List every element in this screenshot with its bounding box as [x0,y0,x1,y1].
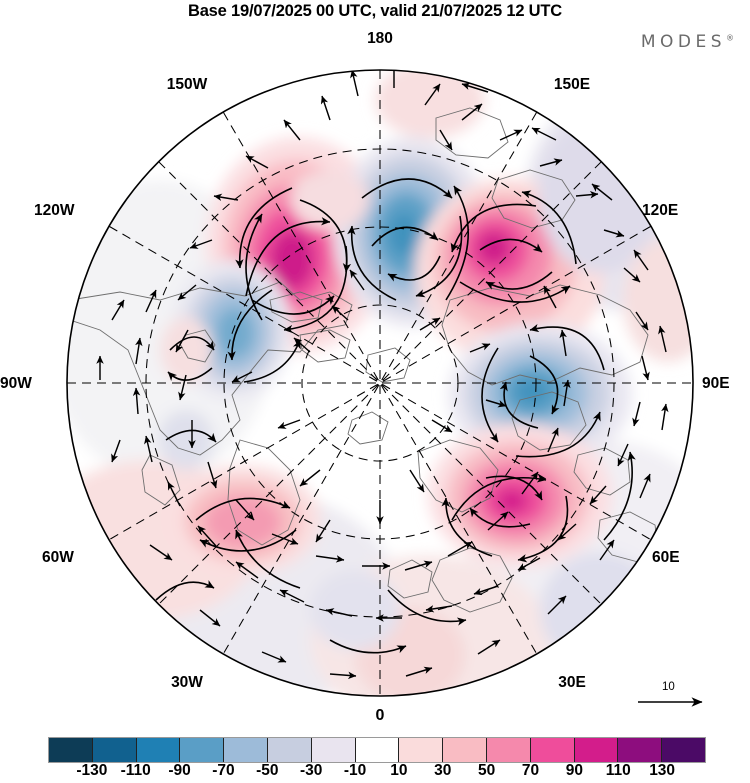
colorbar-tick-label: -10 [343,762,367,779]
colorbar-tick-label: 130 [649,762,676,779]
colorbar-tick-label: -110 [120,762,151,779]
colorbar-tick-label: -130 [76,762,108,779]
colorbar-band [530,738,575,762]
colorbar-band [355,738,400,762]
colorbar-tick-label: 30 [434,762,452,779]
lon-label-90w: 90W [0,375,32,392]
colorbar-band [136,738,181,762]
reference-vector-label: 10 [662,681,675,693]
lon-label-180: 180 [367,30,393,47]
colorbar-band [574,738,619,762]
lon-label-150e: 150E [553,76,591,93]
colorbar[interactable] [48,737,706,763]
lon-label-90e: 90E [702,375,730,392]
lon-label-0: 0 [375,707,385,724]
colorbar-tick-label: -70 [212,762,235,779]
map-boundary [66,69,694,697]
lon-label-60w: 60W [42,549,74,566]
reference-vector-arrow [638,697,703,707]
colorbar-band [399,738,444,762]
wind-vectors [96,70,669,680]
colorbar-tick-label: -50 [256,762,279,779]
colorbar-tick-label: 50 [478,762,496,779]
lon-label-30e: 30E [558,674,586,691]
logo-text: MODES [640,32,726,52]
colorbar-band [224,738,268,762]
colorbar-band [486,738,531,762]
colorbar-band [311,738,356,762]
colorbar-band [180,738,225,762]
lon-label-60e: 60E [652,549,680,566]
colorbar-band [618,738,663,762]
colorbar-band [49,738,93,762]
modes-logo: MODES® [641,32,734,52]
lon-label-150w: 150W [166,76,208,93]
colorbar-tick-label: -30 [299,762,323,779]
colorbar-tick-label: 110 [605,762,631,779]
colorbar-band [662,738,705,762]
polar-stereographic-map[interactable] [0,0,750,740]
circulation-vectors [155,178,636,654]
registered-mark: ® [726,33,734,43]
lon-label-30w: 30W [171,674,203,691]
lon-label-120e: 120E [642,202,679,219]
colorbar-tick-label: 70 [521,762,540,779]
colorbar-band [92,738,137,762]
page-title: Base 19/07/2025 00 UTC, valid 21/07/2025… [187,2,562,20]
colorbar-band [267,738,312,762]
colorbar-band [443,738,487,762]
lon-label-120w: 120W [34,202,75,219]
colorbar-tick-label: -90 [168,762,191,779]
anomaly-field [67,70,693,696]
colorbar-tick-label: 10 [390,762,408,779]
colorbar-tick-label: 90 [565,762,584,779]
